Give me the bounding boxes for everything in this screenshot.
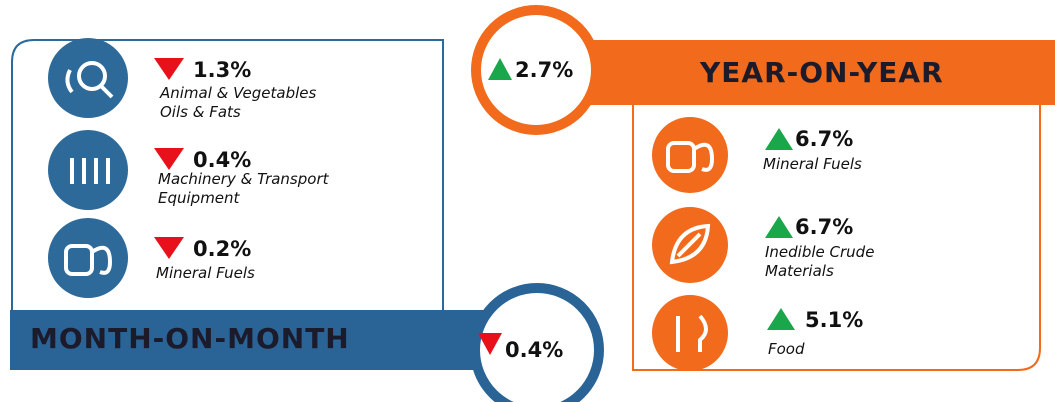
yoy-frame — [632, 105, 1041, 371]
item-label: Mineral Fuels — [156, 264, 255, 282]
mom-circle — [470, 283, 604, 402]
item-label: Materials — [765, 262, 834, 280]
item-label: Equipment — [158, 189, 240, 207]
item-value: 6.7% — [795, 215, 854, 239]
mom-title: MONTH-ON-MONTH — [30, 322, 350, 355]
yoy-bar — [560, 40, 1055, 105]
icon-glyphs — [666, 141, 715, 352]
up-arrow — [488, 58, 512, 80]
item-label: Machinery & Transport — [158, 170, 329, 188]
down-arrows — [154, 58, 184, 259]
item-label: Oils & Fats — [160, 103, 241, 121]
item-label: Mineral Fuels — [763, 155, 862, 173]
mom-bar — [10, 310, 490, 370]
yoy-circle — [471, 5, 601, 135]
item-value: 0.4% — [193, 148, 252, 172]
item-label: Food — [768, 340, 805, 358]
mom-value: 0.4% — [505, 338, 564, 362]
yoy-value: 2.7% — [515, 58, 574, 82]
item-value: 5.1% — [805, 308, 864, 332]
item-value: 0.2% — [193, 237, 252, 261]
up-arrows — [765, 128, 795, 330]
item-label: Inedible Crude — [765, 243, 875, 261]
yoy-title: YEAR-ON-YEAR — [700, 56, 944, 89]
down-arrow — [478, 333, 502, 355]
mom-icons — [48, 38, 128, 298]
item-label: Animal & Vegetables — [160, 84, 317, 102]
item-value: 6.7% — [795, 127, 854, 151]
mom-frame — [11, 39, 444, 310]
item-value: 1.3% — [193, 58, 252, 82]
icon-glyphs — [64, 61, 114, 276]
